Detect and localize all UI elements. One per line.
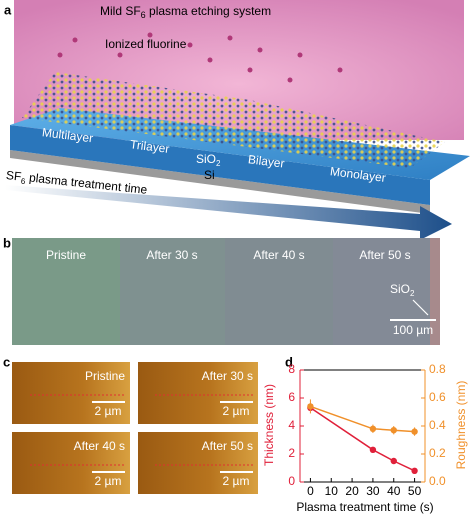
optical-image [12,238,120,345]
pointer [412,299,429,316]
y-tick-label: 6 [288,390,295,404]
layer-label: Trilayer [129,137,170,156]
scale-label: 2 µm [223,474,250,488]
panel-label: b [3,235,11,250]
panel-label: a [4,2,12,17]
data-point [411,428,418,435]
data-point [369,425,377,432]
series-line [309,407,415,472]
scale-label: 2 µm [95,474,122,488]
image-label: After 50 s [202,439,253,453]
scale-label: 100 µm [393,323,433,337]
si-layer [10,150,430,214]
time-arrow [5,185,452,240]
plot: 0 10 20 30 40 50 0 2 4 6 8 0.0 0.2 0.4 0.6 0.8 [288,362,446,498]
sio2-label: SiO2 [390,282,415,298]
y2-tick-label: 0.0 [429,474,446,488]
image-label: After 40 s [74,439,125,453]
optical-image [225,238,333,345]
series-line [310,405,415,433]
si-label: Si [204,168,215,182]
y-tick-label: 2 [288,446,295,460]
x-tick-label: 20 [345,484,359,498]
y2-tick-label: 0.8 [429,362,446,376]
panel-label: d [285,354,293,369]
sio2-edge [430,238,440,345]
x-tick-label: 50 [408,484,422,498]
y-tick-label: 8 [288,362,295,376]
image-label: After 30 s [202,369,253,383]
y2-tick-label: 0.2 [429,446,446,460]
optical-image [333,238,440,345]
ion-label: Ionized fluorine [105,37,187,51]
layer-label: Monolayer [329,164,386,185]
scale-label: 2 µm [223,404,250,418]
scale-label: 2 µm [95,404,122,418]
x-tick-label: 0 [307,484,314,498]
x-axis-label: Plasma treatment time (s) [296,500,433,514]
data-point [390,427,397,434]
y2-tick-label: 0.6 [429,390,446,404]
lattice [22,72,445,168]
fluorine-ions [57,32,343,83]
image-label: After 50 s [359,248,410,262]
x-tick-label: 40 [387,484,401,498]
system-label: Mild SF6 plasma etching system [100,4,271,20]
data-point [307,403,314,410]
x-tick-label: 30 [366,484,380,498]
y-tick-label: 4 [288,418,295,432]
sio2-label: SiO2 [196,152,221,168]
data-point [390,457,397,465]
slab-front [10,125,430,205]
y-tick-label: 0 [288,474,295,488]
x-tick-label: 10 [325,484,339,498]
y-axis-label: Thickness (nm) [262,384,276,466]
image-label: Pristine [85,369,125,383]
image-label: Pristine [46,248,86,262]
data-point [369,446,377,453]
panel-label: c [3,354,10,369]
data-point [411,467,418,474]
image-label: After 40 s [253,248,304,262]
afm-images [12,362,258,494]
layer-label: Multilayer [41,125,94,145]
y2-tick-label: 0.4 [429,418,446,432]
optical-image [120,238,225,345]
image-label: After 30 s [146,248,197,262]
y2-axis-label: Roughness (nm) [454,381,468,470]
layer-label: Bilayer [247,152,285,170]
